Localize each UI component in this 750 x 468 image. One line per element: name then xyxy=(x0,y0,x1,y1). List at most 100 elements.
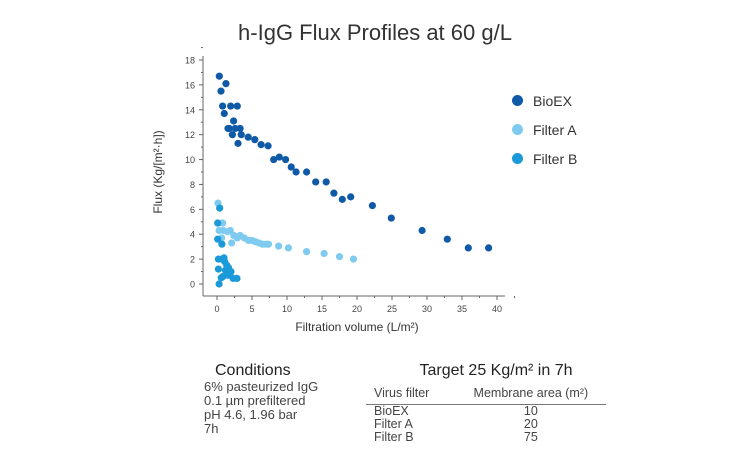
x-tick-label: 5 xyxy=(249,304,254,314)
legend-label: Filter B xyxy=(533,150,578,167)
legend-label: BioEX xyxy=(533,92,572,109)
data-point-bioex xyxy=(270,155,278,164)
data-point-bioex xyxy=(229,117,238,125)
data-point-filter-b xyxy=(227,267,235,276)
x-tick-label: 35 xyxy=(457,304,467,314)
chart-title: h-IgG Flux Profiles at 60 g/L xyxy=(238,20,512,45)
data-point-bioex xyxy=(234,139,242,147)
data-point-bioex xyxy=(485,244,493,252)
data-point-filter-a xyxy=(226,226,234,235)
filter-name: Filter A xyxy=(374,417,413,431)
y-axis-label: Flux (Kg/[m²·h]) xyxy=(151,130,165,213)
column-header: Virus filter xyxy=(366,386,448,405)
filter-name: Filter B xyxy=(374,430,414,444)
data-point-bioex xyxy=(443,235,451,243)
data-point-filter-a xyxy=(264,240,273,248)
condition-line: 6% pasteurized IgG xyxy=(204,379,319,394)
y-tick-label: 14 xyxy=(185,105,195,115)
membrane-area: 20 xyxy=(523,417,538,431)
data-point-bioex xyxy=(217,87,225,95)
condition-line: 0.1 µm prefiltered xyxy=(204,393,306,408)
legend-item-bioex: BioEX xyxy=(512,86,577,115)
legend-label: Filter A xyxy=(533,121,577,138)
data-point-bioex xyxy=(275,153,283,161)
data-point-filter-a xyxy=(303,248,311,256)
data-point-bioex xyxy=(347,193,355,201)
membrane-area: 75 xyxy=(523,430,538,444)
data-point-filter-b xyxy=(218,240,226,248)
y-tick-label: 18 xyxy=(185,56,195,66)
data-point-bioex xyxy=(228,131,236,139)
x-tick-label: 30 xyxy=(422,304,432,314)
legend-marker-icon xyxy=(512,124,523,135)
target-block: Target 25 Kg/m² in 7h Virus filter Membra… xyxy=(366,362,606,444)
y-tick-label: 6 xyxy=(190,205,195,215)
legend-item-filter-a: Filter A xyxy=(512,115,577,144)
table-row: Filter B 75 xyxy=(366,431,606,444)
data-point-filter-a xyxy=(284,244,292,252)
conditions-block: Conditions 6% pasteurized IgG 0.1 µm pre… xyxy=(204,362,318,436)
data-point-filter-b xyxy=(233,274,241,282)
x-tick-label: 10 xyxy=(282,304,292,314)
data-point-filter-b xyxy=(214,219,222,227)
data-point-bioex xyxy=(237,131,245,139)
data-point-bioex xyxy=(257,141,265,149)
y-tick-label: 8 xyxy=(190,180,195,190)
data-point-bioex xyxy=(330,189,338,197)
legend-marker-icon xyxy=(512,95,523,106)
x-tick-label: 15 xyxy=(317,304,327,314)
data-point-bioex xyxy=(312,178,320,186)
y-tick-label: 10 xyxy=(185,155,195,165)
data-point-bioex xyxy=(215,72,223,80)
data-point-bioex xyxy=(464,244,472,252)
data-point-bioex xyxy=(387,214,395,222)
membrane-area-table: Virus filter Membrane area (m²) BioEX 10 F… xyxy=(366,386,606,444)
legend: BioEX Filter A Filter B xyxy=(512,86,577,173)
data-point-bioex xyxy=(220,109,228,118)
x-axis-label: Filtration volume (L/m²) xyxy=(295,320,418,334)
y-tick-label: 12 xyxy=(185,130,195,140)
data-point-bioex xyxy=(282,155,290,164)
data-point-bioex xyxy=(303,168,311,176)
data-point-bioex xyxy=(287,163,295,171)
legend-marker-icon xyxy=(512,153,523,164)
data-point-bioex xyxy=(264,142,272,150)
condition-line: pH 4.6, 1.96 bar xyxy=(204,407,298,422)
x-tick-label: 25 xyxy=(387,304,397,314)
y-tick-label: 4 xyxy=(190,230,195,240)
data-point-filter-a xyxy=(228,239,236,247)
filter-name: BioEX xyxy=(374,404,409,418)
data-point-bioex xyxy=(251,136,259,144)
data-point-filter-b xyxy=(216,204,224,212)
condition-line: 7h xyxy=(204,421,219,436)
data-point-bioex xyxy=(233,102,241,110)
data-point-filter-a xyxy=(349,255,358,263)
y-tick-label: 2 xyxy=(190,255,195,265)
y-tick-label: 16 xyxy=(185,80,195,90)
data-point-bioex xyxy=(418,226,426,235)
data-point-filter-b xyxy=(217,274,225,282)
y-tick-label: 0 xyxy=(190,280,195,290)
legend-item-filter-b: Filter B xyxy=(512,144,577,173)
data-point-bioex xyxy=(338,195,346,203)
table-row: BioEX 10 xyxy=(366,405,606,419)
data-point-filter-a xyxy=(320,249,328,258)
membrane-area: 10 xyxy=(523,404,538,418)
data-point-filter-a xyxy=(275,242,283,250)
data-point-bioex xyxy=(225,124,233,133)
x-tick-label: 40 xyxy=(492,304,502,314)
column-header: Membrane area (m²) xyxy=(447,386,606,405)
data-point-bioex xyxy=(222,80,230,88)
data-point-bioex xyxy=(322,178,330,186)
data-point-bioex xyxy=(236,124,244,133)
data-point-bioex xyxy=(227,102,235,110)
data-point-filter-b xyxy=(214,265,222,273)
data-point-bioex xyxy=(244,133,252,141)
table-row: Filter A 20 xyxy=(366,418,606,431)
target-heading: Target 25 Kg/m² in 7h xyxy=(419,362,573,379)
data-point-bioex xyxy=(292,168,300,176)
conditions-heading: Conditions xyxy=(215,362,291,379)
data-point-bioex xyxy=(368,202,376,210)
data-point-filter-b xyxy=(214,235,222,243)
